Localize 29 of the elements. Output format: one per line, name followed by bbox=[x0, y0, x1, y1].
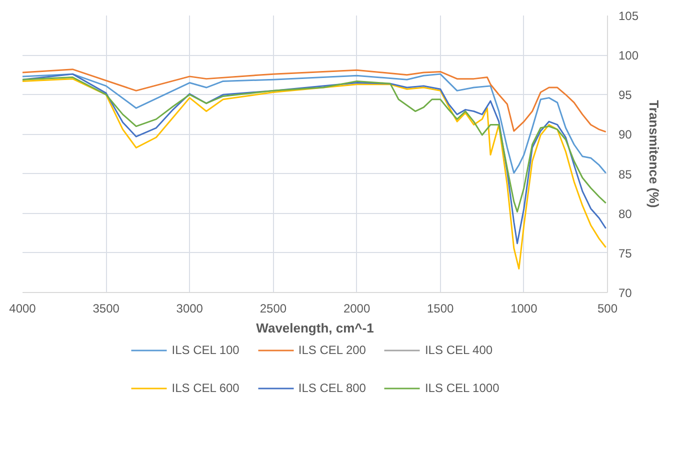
line-series bbox=[22, 78, 607, 270]
y-tick-label: 70 bbox=[618, 286, 632, 300]
x-tick-label: 3000 bbox=[176, 302, 204, 316]
x-tick-label: 500 bbox=[597, 302, 618, 316]
x-tick-label: 3500 bbox=[92, 302, 120, 316]
x-tick-label: 4000 bbox=[9, 302, 36, 316]
y-tick-label: 75 bbox=[618, 246, 632, 260]
x-tick-label: 1500 bbox=[427, 302, 454, 316]
legend-label: ILS CEL 600 bbox=[172, 381, 240, 395]
x-axis-title: Wavelength, cm^-1 bbox=[256, 320, 374, 336]
y-tick-label: 95 bbox=[618, 88, 632, 102]
y-tick-label: 100 bbox=[618, 48, 639, 63]
y-tick-label: 105 bbox=[618, 9, 639, 23]
legend-label: ILS CEL 100 bbox=[172, 343, 240, 357]
legend-label: ILS CEL 800 bbox=[298, 381, 366, 395]
line-series bbox=[22, 73, 607, 174]
line-series bbox=[22, 73, 607, 244]
x-tick-label: 2000 bbox=[343, 302, 370, 316]
x-tick-label: 2500 bbox=[260, 302, 287, 316]
legend-label: ILS CEL 1000 bbox=[424, 381, 500, 395]
legend-label: ILS CEL 400 bbox=[424, 343, 493, 357]
line-series bbox=[22, 76, 607, 213]
y-tick-label: 80 bbox=[618, 206, 632, 221]
legend-label: ILS CEL 200 bbox=[298, 343, 366, 357]
line-series bbox=[22, 68, 607, 133]
y-tick-label: 90 bbox=[618, 128, 632, 142]
y-axis-title: Transmitence (%) bbox=[646, 100, 662, 208]
y-tick-label: 85 bbox=[618, 167, 632, 182]
x-tick-label: 1000 bbox=[510, 302, 538, 316]
